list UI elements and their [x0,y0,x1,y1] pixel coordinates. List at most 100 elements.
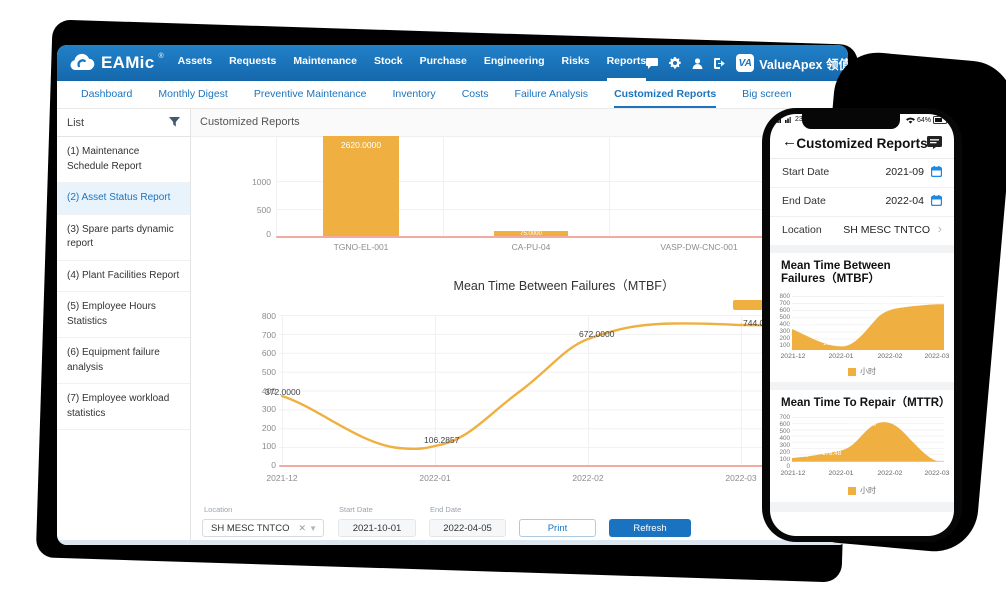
ptick: 400 [779,435,790,442]
phone-mtbf-title-line2: Failures（MTBF） [781,273,881,285]
logout-icon[interactable] [714,57,726,69]
print-button[interactable]: Print [519,519,596,537]
chat-icon[interactable] [646,57,659,69]
calendar-icon[interactable] [931,195,942,206]
section-gap [770,245,954,253]
eamic-logo[interactable]: EAMic ® [67,52,164,74]
bar-ytick-1000: 1000 [252,177,271,187]
phone-mttr-value-3: 645.6000 [850,421,877,428]
mtbf-value-3: 672.0000 [579,329,615,339]
phone-mttr-value-2: 178.48 [822,450,842,457]
mtbf-grid-v1 [282,315,283,466]
nav-item-engineering[interactable]: Engineering [483,55,545,67]
nav-item-assets[interactable]: Assets [177,55,213,67]
back-arrow-icon[interactable]: ← [782,133,797,150]
phone-screen: 23:5 64% ← Customized Reports Sta [770,114,954,536]
sidebar-item-employee-workload[interactable]: (7) Employee workload statistics [57,384,190,430]
phone-page-title: Customized Reports [796,136,928,151]
mtbf-grid-v3 [588,315,589,466]
nav-item-risks[interactable]: Risks [561,55,590,67]
app-window: EAMic ® Assets Requests Maintenance Stoc… [57,45,848,545]
battery-percent: 64% [916,116,931,124]
user-icon[interactable] [692,57,703,69]
start-date-input[interactable]: 2021-10-01 [338,519,416,537]
report-panel: Customized Reports 1000 500 0 2620.0000 … [191,109,848,545]
calendar-icon[interactable] [931,166,942,177]
phone-location-label: Location [782,224,822,236]
bar-grid-v1 [276,136,277,237]
bar-ytick-0: 0 [266,229,271,239]
message-icon[interactable] [927,136,942,149]
tab-inventory[interactable]: Inventory [392,88,436,100]
filter-funnel-icon[interactable] [169,117,180,128]
valueapex-name: ValueApex 领值 [759,57,848,72]
mtbf-x-4: 2022-03 [725,473,757,483]
mtbf-ytick: 300 [261,404,276,415]
main-menu: Assets Requests Maintenance Stock Purcha… [178,45,647,81]
refresh-button[interactable]: Refresh [609,519,691,537]
phone-end-value: 2022-04 [885,195,924,207]
nav-item-purchase[interactable]: Purchase [419,55,467,67]
bar-tgno-el-001 [323,136,399,237]
sidebar-item-plant-facilities[interactable]: (4) Plant Facilities Report [57,261,190,292]
sidebar-item-asset-status[interactable]: (2) Asset Status Report [57,183,190,215]
bar-value-ca-pu: 75.0000 [520,231,542,237]
tab-preventive-maintenance[interactable]: Preventive Maintenance [253,88,367,100]
mtbf-value-4: 744.0000 [743,318,779,328]
location-row[interactable]: Location SH MESC TNTCO › [770,216,954,246]
tab-big-screen[interactable]: Big screen [742,88,792,100]
phone-header: ← Customized Reports [770,130,954,159]
location-select[interactable]: SH MESC TNTCO ✕ ▼ [202,519,324,537]
ptick: 300 [779,328,790,335]
tab-costs[interactable]: Costs [461,88,489,100]
ptick: 100 [779,456,790,463]
legend-swatch-icon [848,486,856,495]
phone-mttr-title: Mean Time To Repair（MTTR） [781,397,951,409]
nav-item-reports[interactable]: Reports [607,45,647,81]
clear-location-icon[interactable]: ✕ [298,522,307,533]
end-date-label: End Date [430,505,462,514]
tab-dashboard[interactable]: Dashboard [81,88,133,100]
tab-failure-analysis[interactable]: Failure Analysis [514,88,589,100]
valueapex-brand: VA ValueApex 领值 [736,54,848,73]
phone-mtbf-title-line1: Mean Time Between [781,260,891,272]
signal-icon [775,117,781,123]
sidebar-item-spare-parts[interactable]: (3) Spare parts dynamic report [57,215,190,261]
battery-icon [933,116,949,124]
sidebar-item-equipment-failure[interactable]: (6) Equipment failure analysis [57,338,190,384]
nav-item-stock[interactable]: Stock [373,55,403,67]
report-tabbar: Dashboard Monthly Digest Preventive Main… [57,81,848,109]
start-date-label: Start Date [339,505,373,514]
sidebar-title: List [67,116,85,129]
phone-status-bar: 23:5 64% [770,116,954,128]
logo-text: EAMic [101,53,155,72]
gear-icon[interactable] [669,57,682,69]
phone-mttr-x1: 2021-12 [780,470,806,477]
phone-mtbf-x3: 2022-02 [877,353,903,360]
ptick: 500 [779,314,790,321]
ptick: 200 [779,449,790,456]
phone-mttr-value-4: 0.7500 [908,456,928,463]
mtbf-ytick: 700 [261,329,276,340]
phone-mttr-legend: 小时 [770,485,954,496]
bar-ca-pu-04 [494,231,568,237]
start-date-row[interactable]: Start Date 2021-09 [770,158,954,188]
bar-chart-baseline [276,236,848,238]
ptick: 500 [779,428,790,435]
mtbf-value-1: 372.0000 [265,387,301,397]
legend-swatch-icon [848,367,856,376]
location-label: Location [204,505,233,514]
end-date-input[interactable]: 2022-04-05 [429,519,506,537]
sidebar-item-maintenance-schedule[interactable]: (1) Maintenance Schedule Report [57,137,190,183]
phone-mttr-area [792,422,944,462]
select-caret-icon[interactable]: ▼ [309,523,317,533]
end-date-row[interactable]: End Date 2022-04 [770,187,954,217]
sidebar-item-employee-hours[interactable]: (5) Employee Hours Statistics [57,292,190,338]
ptick: 700 [779,414,790,421]
nav-item-maintenance[interactable]: Maintenance [293,55,357,67]
nav-item-requests[interactable]: Requests [229,55,277,67]
tab-monthly-digest[interactable]: Monthly Digest [158,88,228,100]
tab-customized-reports[interactable]: Customized Reports [614,81,716,108]
mtbf-yaxis: 800 700 600 500 400 300 200 100 0 [243,311,276,470]
mtbf-title: Mean Time Between Failures（MTBF） [453,279,675,293]
